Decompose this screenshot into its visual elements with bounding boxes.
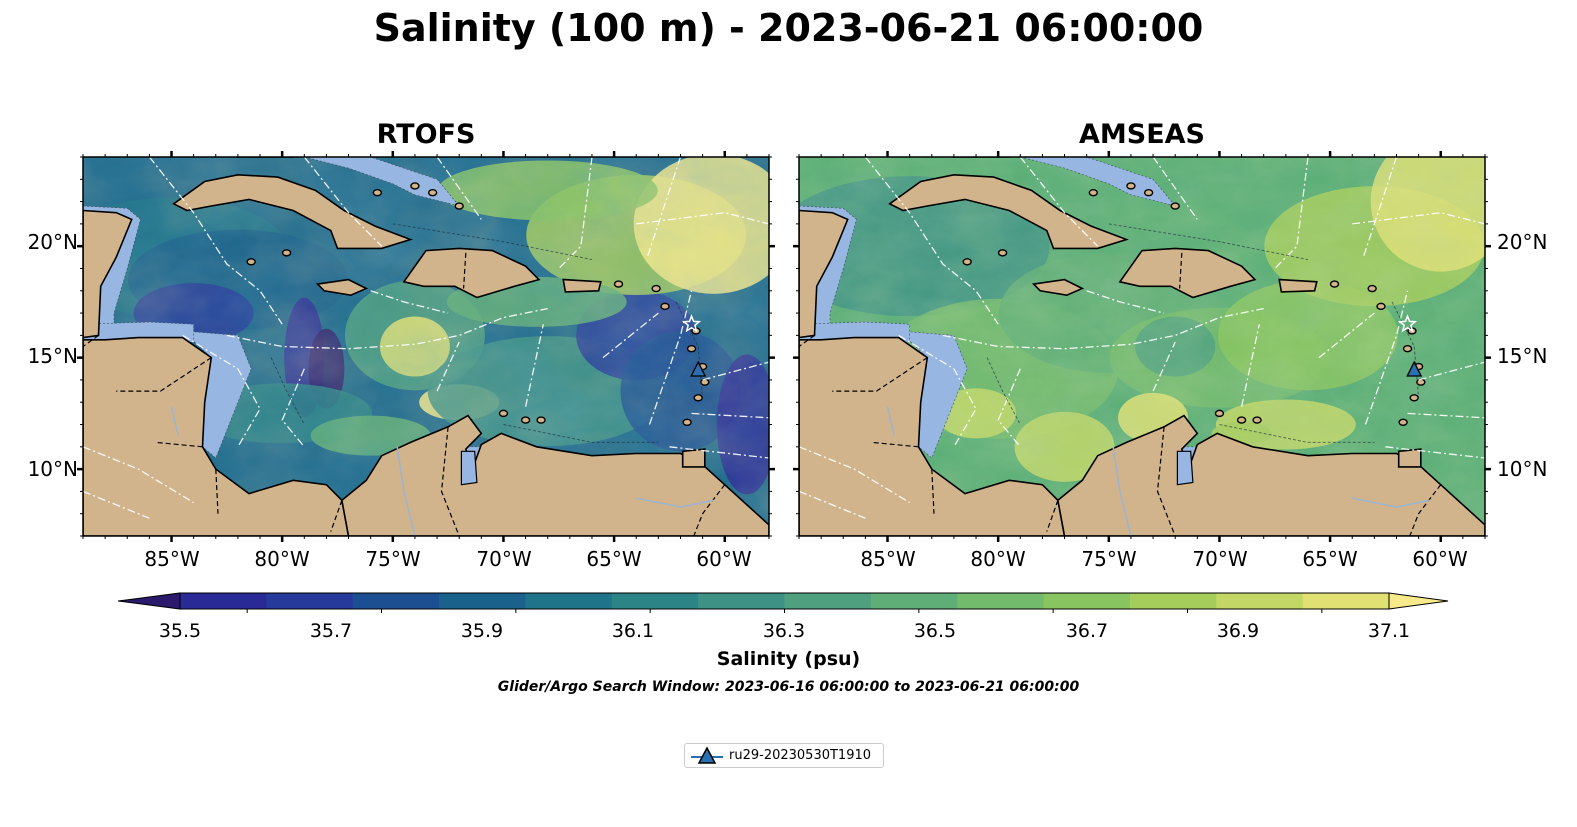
star-marker xyxy=(1397,314,1418,333)
colorbar-segment xyxy=(352,593,440,609)
panel-title-rtofs: RTOFS xyxy=(376,119,476,150)
colorbar-segment xyxy=(1302,593,1390,609)
colorbar-extend-min xyxy=(117,592,181,610)
colorbar xyxy=(117,592,1449,613)
lat-tick-label: 10°N xyxy=(27,457,78,481)
lon-tick-label: 70°W xyxy=(1192,547,1248,571)
colorbar-tick-label: 36.3 xyxy=(762,620,806,642)
lon-tick-label: 75°W xyxy=(1081,547,1137,571)
lon-tick-label: 65°W xyxy=(1302,547,1358,571)
lon-tick-label: 85°W xyxy=(144,547,200,571)
colorbar-tick-label: 35.5 xyxy=(158,620,202,642)
panel-title-amseas: AMSEAS xyxy=(1079,119,1205,150)
lon-tick-label: 75°W xyxy=(365,547,421,571)
colorbar-segment xyxy=(698,593,785,609)
map-panel-amseas xyxy=(799,157,1485,536)
search-window-caption: Glider/Argo Search Window: 2023-06-16 06… xyxy=(497,679,1080,695)
colorbar-segment xyxy=(439,593,526,609)
lon-tick-label: 70°W xyxy=(476,547,532,571)
lat-tick-label: 20°N xyxy=(27,230,78,254)
colorbar-segment xyxy=(784,593,872,609)
colorbar-label: Salinity (psu) xyxy=(716,648,861,670)
lon-tick-label: 60°W xyxy=(1412,547,1468,571)
star-marker xyxy=(681,314,702,333)
lon-tick-label: 80°W xyxy=(970,547,1026,571)
triangle-marker-icon xyxy=(691,746,723,764)
glider-marker xyxy=(1406,360,1423,377)
figure-title: Salinity (100 m) - 2023-06-21 06:00:00 xyxy=(373,6,1204,50)
lon-tick-label: 85°W xyxy=(860,547,916,571)
colorbar-tick-label: 36.9 xyxy=(1216,620,1260,642)
colorbar-tick-label: 36.7 xyxy=(1065,620,1109,642)
colorbar-segment xyxy=(1129,593,1217,609)
colorbar-tick-label: 35.9 xyxy=(460,620,504,642)
colorbar-segment xyxy=(957,593,1045,609)
lat-tick-label: 15°N xyxy=(1497,344,1548,368)
glider-marker xyxy=(690,360,707,377)
legend-entry-label: ru29-20230530T1910 xyxy=(729,748,872,763)
lat-tick-label: 20°N xyxy=(1497,230,1548,254)
lat-tick-label: 10°N xyxy=(1497,457,1548,481)
lon-tick-label: 65°W xyxy=(586,547,642,571)
legend: ru29-20230530T1910 xyxy=(684,743,884,768)
lon-tick-label: 60°W xyxy=(696,547,752,571)
colorbar-extend-max xyxy=(1388,592,1449,610)
lat-tick-label: 15°N xyxy=(27,344,78,368)
colorbar-segment xyxy=(611,593,699,609)
colorbar-segment xyxy=(1043,593,1131,609)
colorbar-tick-label: 36.5 xyxy=(913,620,957,642)
colorbar-tick-label: 36.1 xyxy=(611,620,655,642)
colorbar-tick-label: 35.7 xyxy=(309,620,353,642)
colorbar-segment xyxy=(870,593,958,609)
lon-tick-label: 80°W xyxy=(254,547,310,571)
colorbar-tick-label: 37.1 xyxy=(1367,620,1411,642)
colorbar-segment xyxy=(180,593,267,609)
map-panel-rtofs xyxy=(83,157,769,536)
colorbar-segment xyxy=(525,593,613,609)
colorbar-segment xyxy=(266,593,354,609)
colorbar-segment xyxy=(1216,593,1304,609)
